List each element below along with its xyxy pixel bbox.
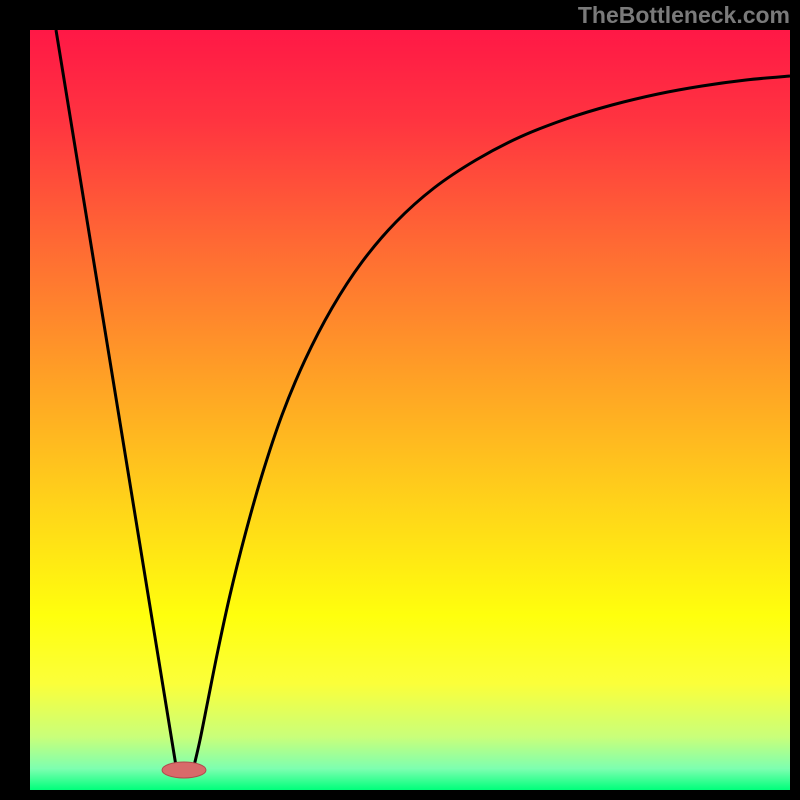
watermark-label: TheBottleneck.com [578, 2, 790, 28]
minimum-marker [162, 762, 206, 778]
plot-background [30, 30, 790, 790]
bottleneck-chart [0, 0, 800, 800]
chart-container: { "watermark": { "text": "TheBottleneck.… [0, 0, 800, 800]
watermark-text: TheBottleneck.com [578, 2, 790, 29]
